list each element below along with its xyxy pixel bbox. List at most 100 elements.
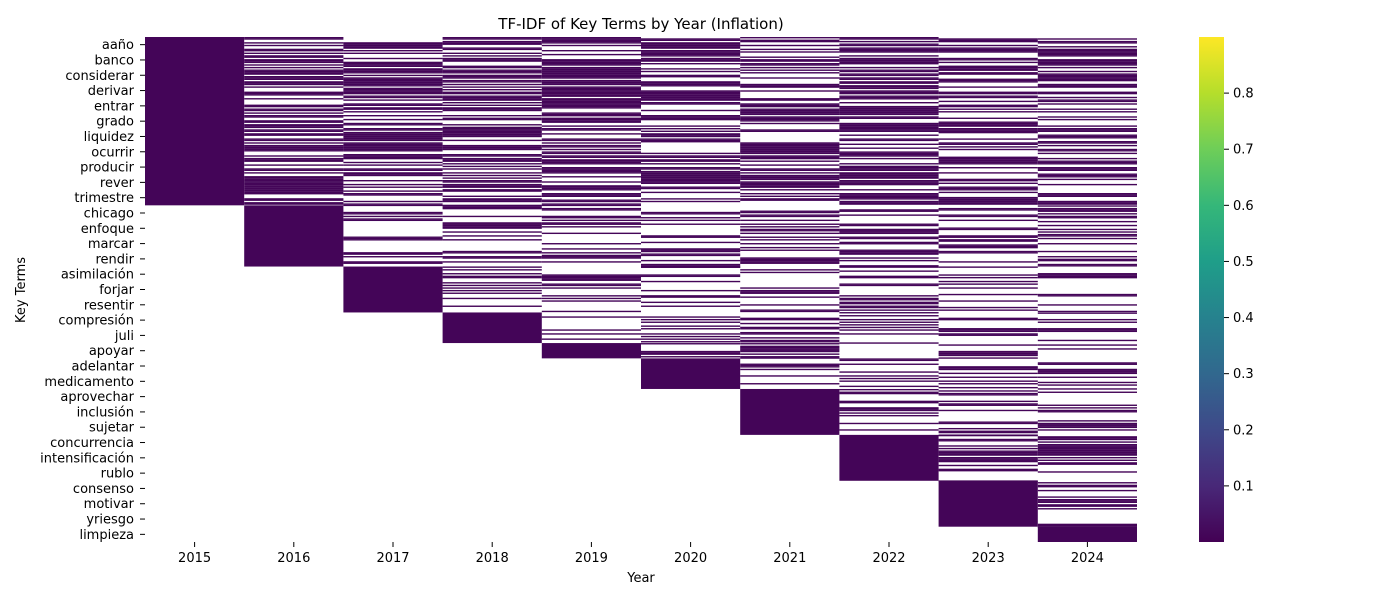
- heatmap-cell: [839, 129, 939, 131]
- heatmap-cell: [938, 329, 1038, 331]
- heatmap-cell: [938, 368, 1038, 371]
- heatmap-cell: [1037, 160, 1137, 162]
- heatmap-cell: [938, 266, 1038, 268]
- heatmap-cell: [938, 300, 1038, 302]
- heatmap-cell: [1037, 233, 1137, 236]
- heatmap-cell: [1037, 64, 1137, 66]
- heatmap-cell: [1037, 59, 1137, 61]
- heatmap-cell: [541, 76, 641, 78]
- heatmap-cell: [442, 261, 542, 263]
- heatmap-cell: [541, 112, 641, 114]
- heatmap-cell: [1037, 203, 1137, 205]
- heatmap-cell: [541, 91, 641, 93]
- heatmap-cell: [442, 190, 542, 192]
- heatmap-cell: [1037, 258, 1137, 261]
- heatmap-cell: [442, 124, 542, 126]
- heatmap-cell: [1037, 99, 1137, 101]
- heatmap-cell: [641, 186, 741, 188]
- heatmap-cell: [740, 56, 840, 58]
- heatmap-cell: [1037, 70, 1137, 73]
- heatmap-cell: [839, 174, 939, 177]
- heatmap-cell: [442, 183, 542, 186]
- heatmap-cell: [839, 57, 939, 60]
- heatmap-cell: [740, 366, 840, 368]
- heatmap-cell: [839, 236, 939, 238]
- heatmap-cell: [343, 85, 443, 87]
- heatmap-cell: [740, 375, 840, 377]
- colorbar-tick-label: 0.6: [1233, 199, 1254, 214]
- heatmap-cell: [839, 163, 939, 165]
- y-tick-label: chicago: [84, 206, 134, 221]
- heatmap-cell: [641, 63, 741, 65]
- heatmap-cell: [442, 139, 542, 142]
- heatmap-cell: [244, 37, 344, 39]
- x-axis: 2015 2016 2017 2018 2019 2020 2021 2022 2023 2024: [178, 542, 1104, 566]
- heatmap-cell: [343, 213, 443, 215]
- heatmap-cell: [839, 147, 939, 149]
- heatmap-cell: [442, 83, 542, 86]
- heatmap-cell: [641, 223, 741, 225]
- heatmap-cell: [938, 196, 1038, 199]
- heatmap-cell: [541, 338, 641, 340]
- heatmap-cell: [938, 61, 1038, 64]
- heatmap-cell: [1037, 224, 1137, 227]
- heatmap-cell: [1037, 148, 1137, 151]
- heatmap-cell: [541, 61, 641, 64]
- heatmap-cell: [1037, 100, 1137, 103]
- y-tick-label: inclusión: [77, 405, 134, 420]
- heatmap-cell: [740, 130, 840, 132]
- heatmap-cell: [1037, 329, 1137, 331]
- heatmap-cell: [1037, 111, 1137, 113]
- heatmap-cell: [839, 138, 939, 140]
- heatmap-cell: [839, 74, 939, 77]
- heatmap-cell: [1037, 183, 1137, 186]
- heatmap-cell: [541, 254, 641, 257]
- heatmap-cell: [343, 236, 443, 238]
- heatmap-cell: [1037, 443, 1137, 446]
- heatmap-cell: [343, 142, 443, 144]
- heatmap-cell: [1037, 118, 1137, 121]
- heatmap-cell: [541, 79, 641, 82]
- heatmap-cell: [244, 202, 344, 204]
- heatmap-cell: [740, 118, 840, 121]
- heatmap-cell: [740, 239, 840, 241]
- heatmap-cell: [938, 121, 1038, 123]
- heatmap-cell: [1037, 321, 1137, 323]
- heatmap-cell: [1037, 50, 1137, 52]
- heatmap-cell: [1037, 485, 1137, 488]
- heatmap-cell: [641, 70, 741, 73]
- heatmap-cell: [938, 227, 1038, 229]
- heatmap-cell: [442, 185, 542, 187]
- heatmap-cell: [343, 52, 443, 54]
- heatmap-cell: [740, 142, 840, 144]
- y-tick-label: asimilación: [61, 268, 134, 283]
- heatmap-cell: [442, 148, 542, 151]
- heatmap-cell: [839, 326, 939, 329]
- heatmap-cell: [938, 167, 1038, 169]
- heatmap-cell: [938, 187, 1038, 190]
- heatmap-cell: [839, 182, 939, 184]
- heatmap-cell: [839, 253, 939, 255]
- y-tick-label: rendir: [95, 252, 134, 267]
- heatmap-cell: [541, 232, 641, 235]
- heatmap-cell: [343, 90, 443, 92]
- heatmap-cell: [442, 126, 542, 129]
- heatmap-cell: [740, 343, 840, 345]
- heatmap-cell: [740, 333, 840, 335]
- heatmap-cell: [244, 190, 344, 192]
- heatmap-cell: [839, 391, 939, 393]
- heatmap-cell: [343, 92, 443, 95]
- heatmap-cell: [442, 155, 542, 157]
- heatmap-cell: [839, 224, 939, 227]
- heatmap-cell: [244, 191, 344, 194]
- heatmap-cell: [839, 200, 939, 203]
- heatmap-cell: [1037, 274, 1137, 276]
- y-tick-label: ocurrir: [91, 145, 134, 160]
- heatmap-cell: [541, 125, 641, 127]
- heatmap-cell: [1037, 339, 1137, 342]
- heatmap-cell: [541, 133, 641, 135]
- heatmap-cell: [1037, 500, 1137, 502]
- heatmap-cell: [343, 131, 443, 134]
- heatmap-cell: [938, 124, 1038, 126]
- heatmap-cell: [1037, 220, 1137, 223]
